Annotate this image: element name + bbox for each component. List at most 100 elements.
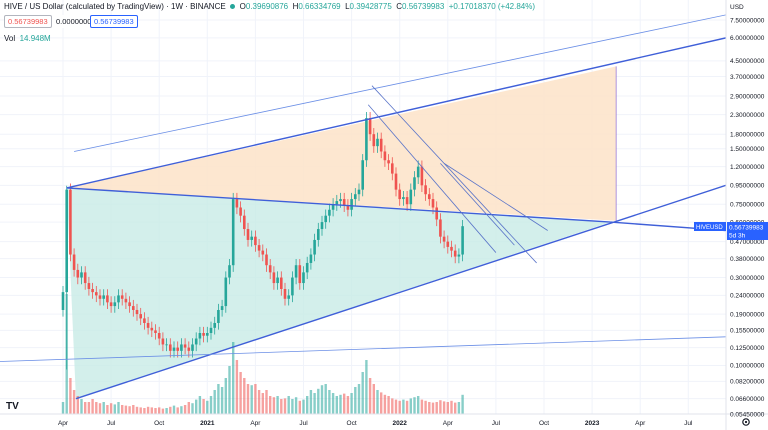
ohlc-close-key: C — [396, 2, 403, 11]
volume-bar — [98, 403, 102, 414]
volume-bar — [150, 407, 153, 414]
settings-gear-icon[interactable] — [742, 418, 750, 426]
price-tick-0: 7.50000000 — [730, 17, 765, 24]
price-tick-6: 1.80000000 — [730, 131, 765, 138]
volume-bar — [306, 396, 309, 414]
time-tick-5: Jul — [299, 420, 308, 427]
volume-bar — [109, 403, 113, 414]
candle-body — [291, 277, 294, 296]
volume-bar — [417, 396, 420, 414]
candle-body — [194, 338, 198, 345]
candle-body — [331, 204, 335, 210]
drawing-layer — [66, 66, 617, 399]
volume-bar — [220, 387, 224, 414]
legend-dot-icon — [230, 4, 236, 10]
candle-body — [320, 222, 324, 230]
volume-bar — [257, 390, 261, 414]
candle-body — [383, 151, 387, 161]
candle-body — [391, 163, 394, 174]
candle-body — [298, 265, 302, 284]
buy-price-box[interactable]: 0.56739983 — [90, 15, 138, 28]
candle-body — [265, 254, 268, 266]
volume-bar — [276, 396, 279, 414]
volume-bar — [331, 393, 335, 414]
volume-bar — [420, 399, 424, 414]
candle-body — [209, 327, 213, 333]
volume-bar — [161, 408, 165, 414]
volume-bar — [350, 393, 353, 414]
volume-bar — [287, 396, 290, 414]
trendline-overlay — [0, 14, 726, 400]
price-tick-2: 4.50000000 — [730, 58, 765, 65]
candle-body — [61, 292, 65, 310]
volume-bar — [413, 397, 416, 414]
candle-body — [113, 302, 117, 307]
trendline-falling-3 — [440, 163, 515, 246]
trendline-neckline — [66, 187, 611, 223]
time-tick-12: Apr — [635, 420, 646, 427]
volume-bar — [146, 406, 150, 414]
volume-bar — [117, 402, 120, 414]
volume-bar — [143, 408, 146, 414]
volume-bar — [372, 384, 375, 414]
ohlc-high-key: H — [292, 2, 299, 11]
price-tick-8: 1.20000000 — [730, 164, 765, 171]
volume-bar — [224, 378, 227, 414]
volume-bar — [365, 360, 368, 414]
candle-body — [346, 205, 350, 210]
candle-body — [169, 344, 172, 351]
ohlc-open: 0.39690876 — [245, 2, 289, 11]
volume-bar — [317, 388, 320, 414]
volume-bar — [121, 405, 124, 414]
orange-triangle — [66, 66, 617, 221]
candle-body — [439, 219, 442, 237]
volume-legend: Vol 14.948M — [4, 34, 51, 43]
volume-bar — [324, 384, 327, 414]
volume-bar — [309, 390, 313, 414]
volume-bar — [343, 393, 346, 414]
candle-body — [106, 295, 109, 303]
candle-body — [461, 226, 464, 255]
candle-body — [428, 194, 431, 200]
candle-body — [83, 272, 87, 284]
volume-bar — [113, 404, 116, 414]
bar-countdown: 5d 3h — [729, 233, 746, 240]
volume-bars — [61, 294, 464, 414]
candle-body — [357, 189, 361, 195]
volume-bar — [461, 394, 464, 414]
volume-bar — [320, 385, 324, 414]
volume-bar — [280, 399, 283, 414]
candle-body — [261, 250, 265, 255]
volume-bar — [380, 392, 383, 414]
candle-body — [154, 330, 157, 333]
candle-body — [365, 118, 368, 161]
candle-body — [302, 272, 305, 284]
volume-bar — [431, 402, 435, 414]
candle-body — [143, 318, 146, 323]
price-axis[interactable]: 7.50000000 6.00000000 4.50000000 3.70000000… — [730, 17, 765, 418]
candle-body — [213, 322, 216, 328]
candle-body — [246, 229, 250, 240]
price-tick-15: 0.24000000 — [730, 293, 765, 300]
svg-text:TV: TV — [6, 401, 19, 412]
candle-body — [409, 189, 413, 205]
volume-label: Vol — [4, 34, 16, 43]
volume-bar — [354, 387, 357, 414]
sell-price-box[interactable]: 0.56739983 — [4, 15, 52, 28]
price-tick-16: 0.19000000 — [730, 311, 765, 318]
candle-body — [243, 215, 246, 230]
volume-bar — [250, 385, 253, 414]
time-axis[interactable]: Apr Jul Oct 2021 Apr Jul Oct 2022 Apr Jul Oct 2023 A… — [58, 420, 693, 427]
price-tick-14: 0.30000000 — [730, 275, 765, 282]
time-tick-9: Jul — [492, 420, 501, 427]
volume-bar — [357, 384, 361, 414]
candle-body — [294, 265, 298, 278]
candle-body — [450, 246, 453, 251]
volume-bar — [106, 405, 109, 414]
candle-body — [272, 272, 276, 284]
candle-body — [231, 199, 235, 266]
price-tick-5: 2.30000000 — [730, 112, 765, 119]
candle-body — [217, 309, 220, 323]
price-tick-3: 3.70000000 — [730, 74, 765, 81]
